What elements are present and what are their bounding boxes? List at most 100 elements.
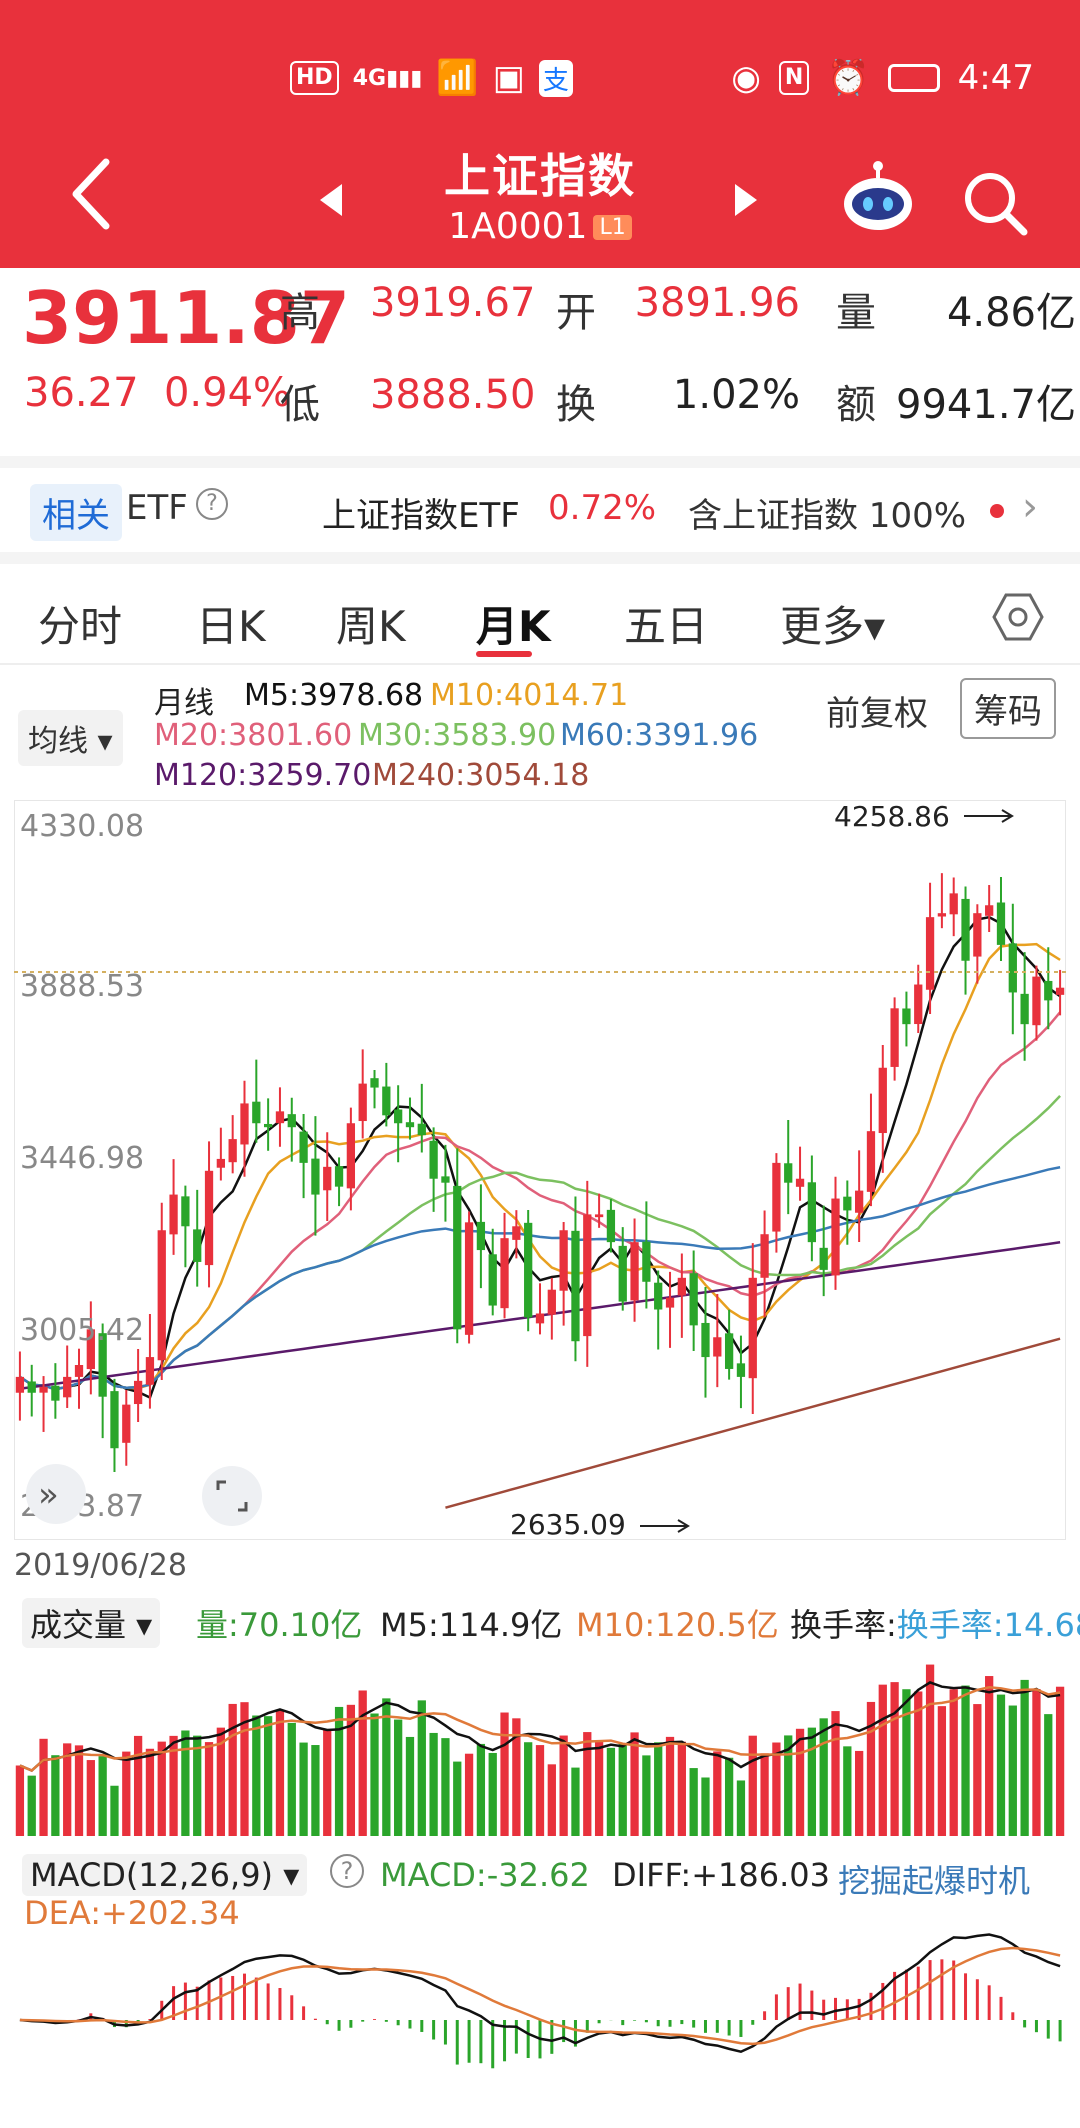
candle-body <box>760 1234 769 1278</box>
candle-body <box>606 1209 616 1243</box>
ma-m240: M240:3054.18 <box>372 758 590 793</box>
app-header: HD 4G▮▮▮ 📶 ▣ 支 ◉ N ⏰ 4:47 上证指数 1A0001 L1 <box>0 0 1080 268</box>
volume-bar <box>441 1738 450 1836</box>
collapse-icon[interactable]: » <box>26 1464 86 1524</box>
high-label: 高 <box>280 290 320 336</box>
volume-bar <box>453 1761 462 1836</box>
candle-body <box>890 1008 899 1067</box>
open-value: 3891.96 <box>634 280 800 326</box>
candle-body <box>464 1222 474 1335</box>
volume-bar <box>914 1691 923 1836</box>
volume-bar <box>51 1755 60 1836</box>
fullscreen-icon[interactable] <box>202 1466 262 1526</box>
start-date: 2019/06/28 <box>14 1548 187 1583</box>
macd-diff: DIFF:+186.03 <box>612 1856 830 1894</box>
y-label-4: 3005.42 <box>20 1313 144 1348</box>
tab-monthly-k[interactable]: 月K <box>476 602 551 651</box>
volume-m5: M5:114.9亿 <box>380 1606 563 1644</box>
chips-button[interactable]: 筹码 <box>960 678 1056 739</box>
candle-body <box>654 1282 663 1310</box>
volume-selector[interactable]: 成交量 ▾ <box>22 1598 161 1648</box>
volume-bar <box>642 1755 651 1836</box>
candle-body <box>169 1194 178 1235</box>
candle-body <box>961 898 970 961</box>
macd-selector[interactable]: MACD(12,26,9) ▾ <box>22 1854 308 1896</box>
tab-weekly-k[interactable]: 周K <box>336 602 406 651</box>
candle-body <box>370 1078 379 1088</box>
volume-bar <box>1020 1679 1029 1836</box>
candle-body <box>618 1245 627 1302</box>
candle-body <box>559 1230 568 1291</box>
settings-hex-icon[interactable] <box>992 591 1044 643</box>
candle-body <box>512 1226 521 1240</box>
candle-body <box>15 1376 25 1393</box>
etf-name[interactable]: 上证指数ETF <box>322 496 520 536</box>
volume-bar <box>855 1750 864 1836</box>
candle-body <box>334 1166 344 1187</box>
volume-chart[interactable] <box>14 1646 1066 1836</box>
volume-bar <box>228 1703 237 1836</box>
volume-bar <box>299 1742 308 1836</box>
related-etf-row[interactable]: 相关 ETF ? 上证指数ETF 0.72% 含上证指数 100% › <box>0 470 1080 550</box>
ma-m30: M30:3583.90 <box>358 718 557 753</box>
tab-five-day[interactable]: 五日 <box>624 602 709 651</box>
next-stock-icon[interactable] <box>735 184 757 216</box>
tab-daily-k[interactable]: 日K <box>196 602 266 651</box>
candle-body <box>630 1242 639 1301</box>
candle-body <box>701 1322 710 1358</box>
page-title: 上证指数 <box>444 149 636 203</box>
chevron-right-icon[interactable]: › <box>1022 484 1038 530</box>
divider <box>0 456 1080 468</box>
kline-chart[interactable]: 4330.08 3888.53 3446.98 3005.42 2563.87 … <box>14 800 1066 1540</box>
kline-frame <box>14 800 1066 1540</box>
volume-legend: 成交量 ▾ 量:70.10亿 M5:114.9亿 M10:120.5亿 换手率:… <box>0 1592 1080 1648</box>
volume-bar <box>133 1735 143 1836</box>
volume-bar <box>736 1780 746 1836</box>
candle-body <box>122 1404 131 1443</box>
macd-help-icon[interactable]: ? <box>330 1854 364 1888</box>
volume-bar <box>74 1745 84 1836</box>
candle-body <box>358 1083 367 1122</box>
macd-chart[interactable] <box>14 1920 1066 2120</box>
candle-body <box>216 1158 225 1168</box>
status-bar: HD 4G▮▮▮ 📶 ▣ 支 ◉ N ⏰ 4:47 <box>0 58 1080 102</box>
volume-bar <box>961 1685 970 1836</box>
volume-bar <box>169 1735 178 1836</box>
volume-ma-5 <box>19 1681 1061 1773</box>
candle-body <box>642 1241 651 1282</box>
robot-assistant-icon[interactable] <box>838 158 918 238</box>
ma-line-m60 <box>19 1166 1061 1391</box>
volume-bar <box>240 1702 249 1836</box>
prev-stock-icon[interactable] <box>320 184 342 216</box>
macd-value: MACD:-32.62 <box>380 1856 590 1894</box>
back-icon[interactable] <box>62 154 122 234</box>
candle-body <box>914 984 923 1025</box>
volume-bar <box>547 1764 556 1836</box>
etf-help-icon[interactable]: ? <box>196 488 228 520</box>
volume-bar <box>689 1768 698 1836</box>
volume-bar <box>559 1735 568 1836</box>
volume-bar <box>1032 1689 1041 1836</box>
ma-selector[interactable]: 均线 ▾ <box>18 710 123 766</box>
volume-bar <box>1055 1686 1065 1836</box>
macd-promo-link[interactable]: 挖掘起爆时机 <box>838 1862 1031 1900</box>
candle-body <box>866 1131 876 1192</box>
tab-intraday[interactable]: 分时 <box>38 602 123 651</box>
candle-body <box>524 1222 533 1318</box>
forward-adjust-button[interactable]: 前复权 <box>826 694 928 734</box>
candle-body <box>240 1103 249 1145</box>
volume-bar <box>394 1719 403 1836</box>
tab-more[interactable]: 更多▾ <box>780 602 886 651</box>
volume-bar <box>157 1741 166 1836</box>
candle-body <box>204 1170 214 1266</box>
search-icon[interactable] <box>960 168 1030 238</box>
candle-body <box>74 1365 84 1377</box>
volume-bar <box>346 1704 356 1836</box>
candle-body <box>453 1185 462 1330</box>
volume-bar <box>110 1785 119 1836</box>
volume-bar <box>583 1732 592 1836</box>
candle-body <box>583 1214 592 1337</box>
candle-body <box>807 1182 817 1243</box>
candle-body <box>476 1221 486 1251</box>
candle-body <box>772 1162 781 1232</box>
